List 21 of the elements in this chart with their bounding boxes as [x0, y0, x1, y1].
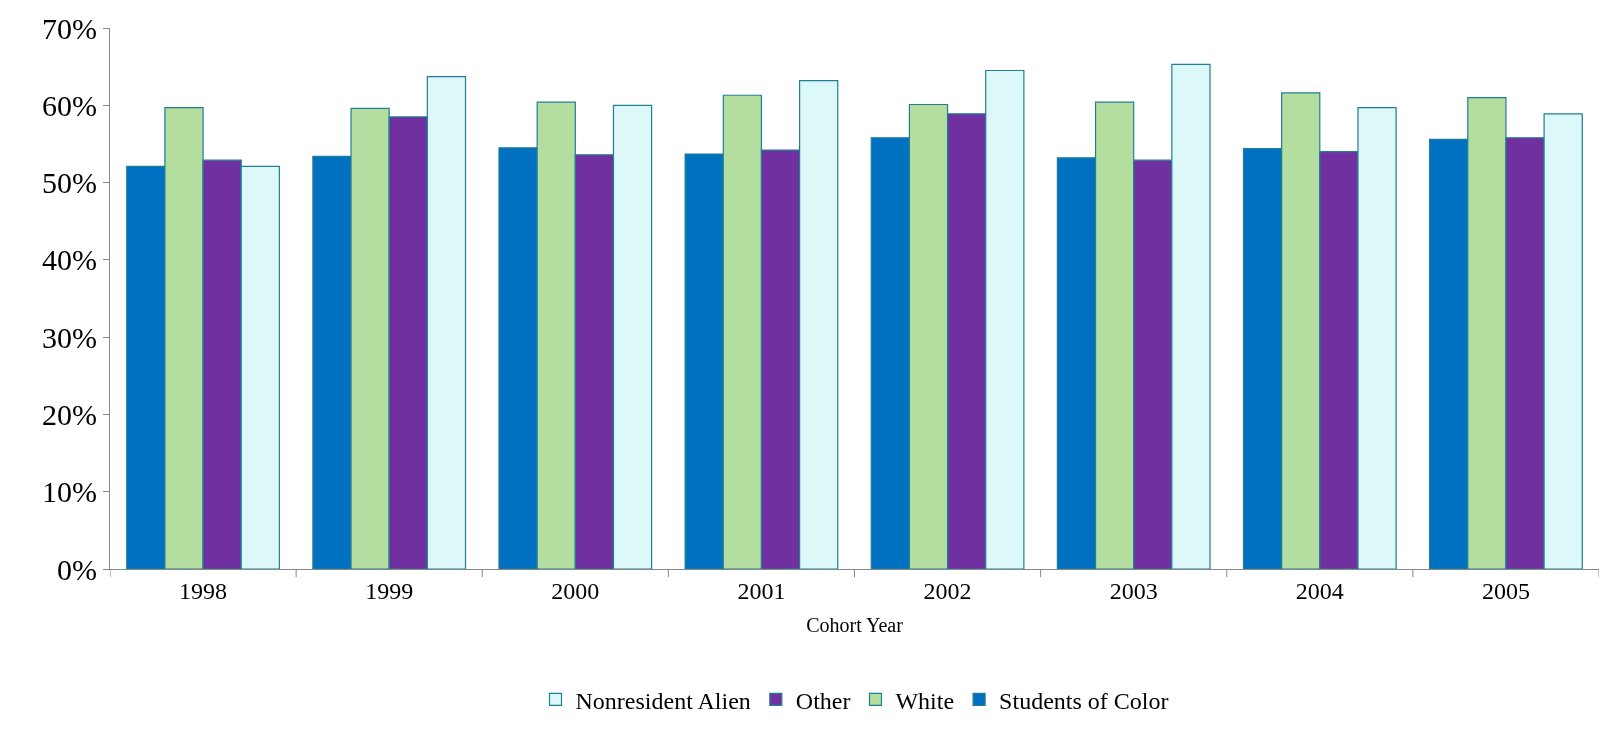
y-tick-label: 70%: [42, 11, 97, 45]
x-tick-label: 2003: [1109, 577, 1158, 604]
x-tick-label: 2002: [923, 577, 972, 604]
legend-label: White: [895, 687, 955, 714]
legend-label: Students of Color: [999, 687, 1169, 714]
legend-label: Nonresident Alien: [575, 687, 751, 714]
y-tick-label: 60%: [42, 88, 97, 122]
y-tick-label: 30%: [42, 320, 97, 354]
y-tick-label: 10%: [42, 475, 97, 509]
x-tick-label: 2000: [551, 577, 600, 604]
y-tick-label: 0%: [57, 552, 97, 586]
x-axis-title: Cohort Year: [806, 614, 904, 637]
x-tick-label: 2005: [1481, 577, 1530, 604]
x-tick-label: 1999: [365, 577, 414, 604]
legend-label: Other: [795, 687, 851, 714]
x-tick-label: 2001: [737, 577, 786, 604]
y-tick-label: 50%: [42, 166, 97, 200]
y-tick-label: 40%: [42, 243, 97, 277]
y-tick-label: 20%: [42, 397, 97, 431]
x-tick-label: 2004: [1295, 577, 1344, 604]
x-tick-label: 1998: [179, 577, 228, 604]
